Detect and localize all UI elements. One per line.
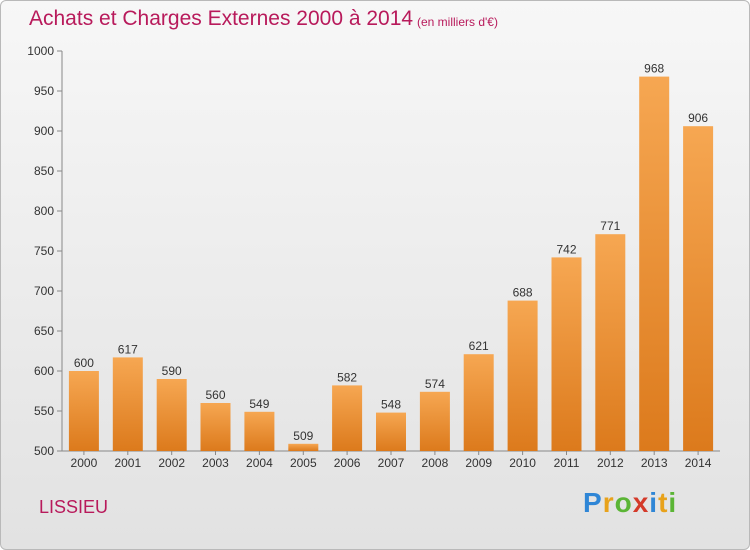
logo-letter: o — [614, 487, 633, 518]
bar — [288, 443, 319, 451]
x-tick-label: 2002 — [158, 456, 185, 470]
bar-value-label: 688 — [513, 286, 533, 300]
bar-value-label: 968 — [644, 62, 664, 76]
bar-value-label: 574 — [425, 377, 445, 391]
bar-value-label: 509 — [293, 429, 313, 443]
y-tick-label: 600 — [34, 364, 54, 378]
bar — [112, 357, 143, 451]
logo-letter: t — [658, 487, 669, 518]
y-tick-label: 800 — [34, 204, 54, 218]
bar-value-label: 621 — [469, 339, 489, 353]
bar-value-label: 906 — [688, 111, 708, 125]
bar-value-label: 548 — [381, 398, 401, 412]
bar-value-label: 549 — [249, 397, 269, 411]
bar-value-label: 771 — [600, 219, 620, 233]
x-tick-label: 2010 — [509, 456, 536, 470]
y-tick-label: 500 — [34, 444, 54, 458]
bar — [200, 403, 231, 451]
proxiti-logo: Proxiti — [583, 487, 677, 519]
y-tick-label: 950 — [34, 84, 54, 98]
chart-title: Achats et Charges Externes 2000 à 2014 — [29, 7, 414, 30]
x-tick-label: 2004 — [246, 456, 273, 470]
bar-value-label: 742 — [556, 242, 576, 256]
bar-value-label: 600 — [74, 356, 94, 370]
x-tick-label: 2001 — [114, 456, 141, 470]
y-tick-label: 750 — [34, 244, 54, 258]
bar — [595, 234, 626, 451]
bar-value-label: 617 — [118, 342, 138, 356]
x-tick-label: 2005 — [290, 456, 317, 470]
bar — [156, 379, 187, 451]
logo-letter: r — [602, 487, 615, 518]
bar — [639, 76, 670, 451]
x-tick-label: 2008 — [422, 456, 449, 470]
y-tick-label: 650 — [34, 324, 54, 338]
y-tick-label: 1000 — [27, 44, 54, 58]
x-tick-label: 2011 — [554, 456, 580, 470]
x-tick-label: 2013 — [641, 456, 668, 470]
x-tick-label: 2003 — [202, 456, 229, 470]
bar-value-label: 582 — [337, 370, 357, 384]
logo-letter: i — [668, 487, 678, 518]
bar-value-label: 560 — [205, 388, 225, 402]
bar — [507, 300, 538, 451]
bar-value-label: 590 — [162, 364, 182, 378]
bar — [463, 354, 494, 451]
x-tick-label: 2012 — [597, 456, 624, 470]
y-tick-label: 900 — [34, 124, 54, 138]
x-tick-label: 2006 — [334, 456, 361, 470]
x-tick-label: 2014 — [685, 456, 712, 470]
bar — [376, 412, 406, 451]
x-tick-label: 2009 — [465, 456, 492, 470]
y-tick-label: 850 — [34, 164, 54, 178]
bar — [419, 391, 450, 451]
logo-letter: P — [583, 487, 603, 518]
x-tick-label: 2007 — [378, 456, 405, 470]
bar — [244, 411, 275, 451]
logo-letter: x — [632, 487, 650, 518]
bar — [68, 371, 99, 451]
commune-name: LISSIEU — [39, 497, 109, 517]
bar — [551, 257, 582, 451]
y-tick-label: 700 — [34, 284, 54, 298]
x-tick-label: 2000 — [71, 456, 98, 470]
bar — [332, 385, 363, 451]
chart-unit: (en milliers d'€) — [417, 15, 498, 29]
bar — [683, 126, 714, 451]
logo-letter: i — [649, 487, 659, 518]
y-tick-label: 550 — [34, 404, 54, 418]
